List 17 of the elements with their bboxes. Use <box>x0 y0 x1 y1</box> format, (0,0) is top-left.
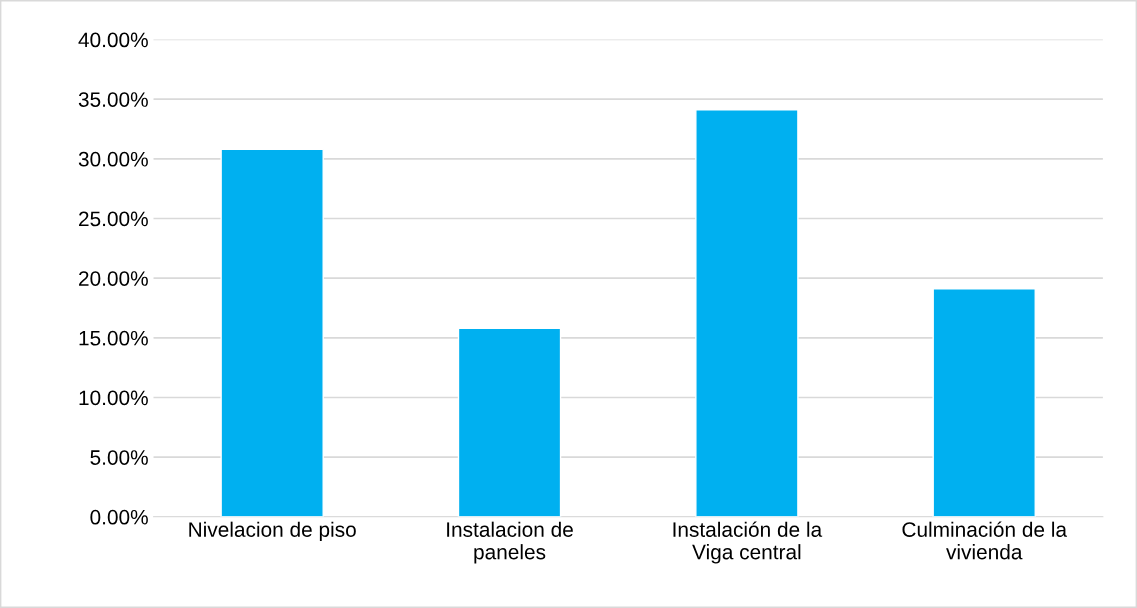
y-tick-label: 0.00% <box>90 509 148 525</box>
y-tick-label: 30.00% <box>78 151 148 167</box>
y-tick-label: 10.00% <box>79 390 148 406</box>
y-tick-label: 20.00% <box>79 271 148 286</box>
y-tick-label: 40.00% <box>78 32 148 48</box>
x-tick-label: Nivelacion de piso <box>189 521 356 542</box>
bar <box>932 288 1036 517</box>
x-tick-label: Instalacion de paneles <box>447 521 573 564</box>
y-tick-label: 15.00% <box>79 330 148 346</box>
bar <box>220 148 324 517</box>
bar <box>695 109 799 517</box>
y-tick-label: 35.00% <box>78 92 148 107</box>
x-tick-label: Culminación de la vivienda <box>902 521 1068 560</box>
y-tick-label: 25.00% <box>79 211 148 227</box>
y-tick-label: 5.00% <box>90 450 148 465</box>
x-tick-label: Instalación de la Viga central <box>673 521 823 564</box>
bar <box>457 327 562 517</box>
